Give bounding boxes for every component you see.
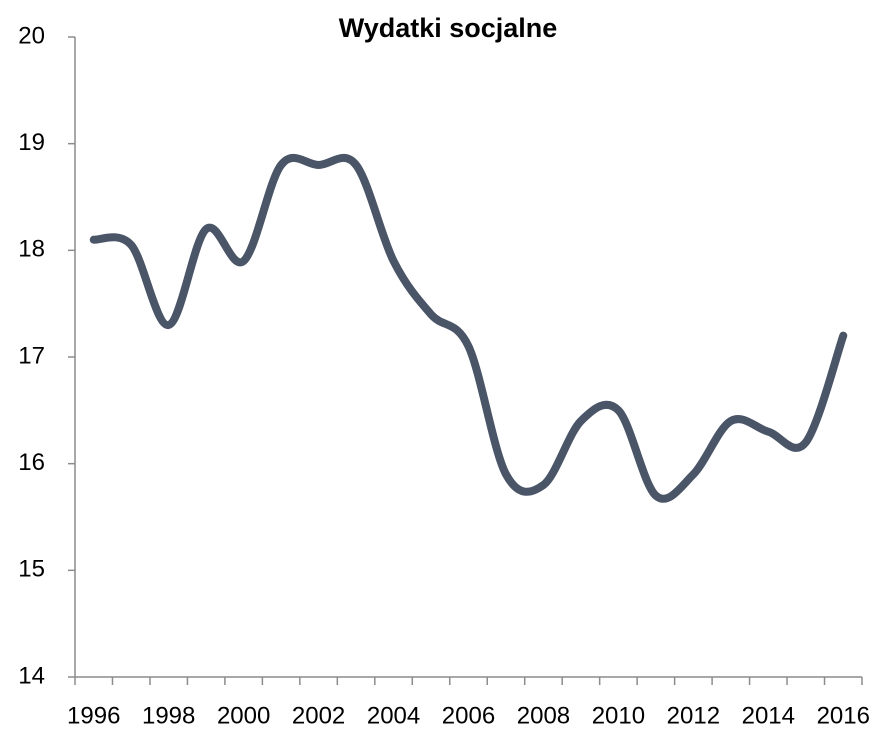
y-tick-label: 16 [18, 449, 45, 476]
x-tick-label: 2002 [292, 702, 345, 729]
x-tick-label: 2014 [742, 702, 795, 729]
chart-title: Wydatki socjalne [339, 13, 558, 43]
x-tick-label: 2000 [217, 702, 270, 729]
x-tick-label: 2010 [592, 702, 645, 729]
x-tick-label: 2012 [667, 702, 720, 729]
x-tick-label: 2006 [442, 702, 495, 729]
y-tick-label: 20 [18, 22, 45, 49]
y-tick-label: 18 [18, 236, 45, 263]
x-tick-label: 1998 [142, 702, 195, 729]
x-tick-label: 2004 [367, 702, 420, 729]
y-tick-label: 19 [18, 129, 45, 156]
y-tick-label: 17 [18, 342, 45, 369]
y-tick-label: 15 [18, 556, 45, 583]
x-tick-label: 2008 [517, 702, 570, 729]
line [89, 153, 848, 503]
y-tick-label: 14 [18, 662, 45, 689]
x-tick-label: 2016 [817, 702, 870, 729]
x-tick-label: 1996 [67, 702, 120, 729]
